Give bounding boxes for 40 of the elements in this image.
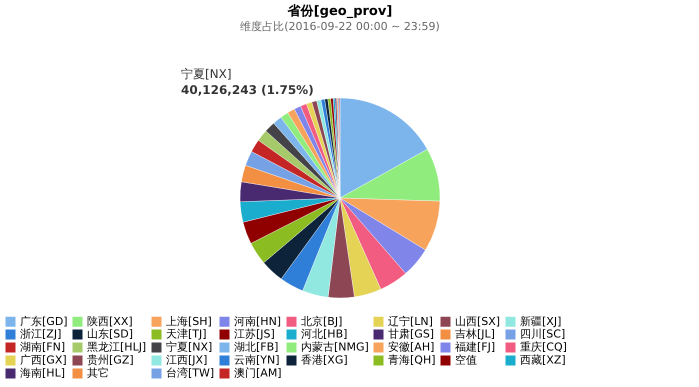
legend-label: 贵州[GZ] — [87, 354, 134, 366]
legend-label: 台湾[TW] — [166, 366, 214, 380]
legend-label: 河北[HB] — [301, 328, 348, 340]
legend-label: 广西[GX] — [20, 354, 67, 366]
legend-label: 黑龙江[HLJ] — [87, 340, 146, 354]
legend-label: 陕西[XX] — [87, 314, 133, 328]
legend-label: 四川[SC] — [520, 328, 566, 340]
chart-title: 省份[geo_prov] — [286, 4, 392, 19]
legend-label: 澳门[AM] — [234, 366, 282, 380]
text: 40,126,243 (1.75%) — [181, 83, 314, 97]
chart-subtitle: 维度占比(2016-09-22 00:00 ~ 23:59) — [240, 20, 440, 33]
legend-label: 青海[QH] — [388, 354, 436, 366]
legend-label: 重庆[CQ] — [520, 340, 567, 354]
legend-label: 内蒙古[NMG] — [301, 340, 369, 354]
legend-label: 湖南[FN] — [20, 340, 66, 354]
legend-label: 其它 — [87, 366, 109, 380]
legend-label: 空值 — [455, 354, 477, 366]
legend-label: 辽宁[LN] — [388, 314, 433, 328]
legend-label: 甘肃[GS] — [388, 328, 434, 340]
legend-label: 上海[SH] — [166, 314, 212, 328]
legend-label: 吉林[JL] — [455, 328, 495, 340]
legend-label: 福建[FJ] — [455, 340, 496, 354]
legend-label: 浙江[ZJ] — [20, 328, 62, 340]
legend-label: 云南[YN] — [234, 354, 280, 366]
legend-label: 河南[HN] — [234, 314, 282, 328]
legend-label: 西藏[XZ] — [520, 354, 566, 366]
text: 宁夏[NX] — [181, 67, 232, 81]
legend-label: 安徽[AH] — [388, 340, 434, 354]
legend-label: 江苏[JS] — [234, 328, 275, 340]
legend-label: 海南[HL] — [20, 366, 65, 380]
legend-label: 江西[JX] — [166, 354, 208, 366]
legend-label: 湖北[FB] — [234, 340, 278, 354]
legend-label: 新疆[XJ] — [520, 314, 562, 328]
legend-label: 香港[XG] — [301, 354, 348, 366]
legend-label: 宁夏[NX] — [166, 340, 212, 354]
legend-label: 广东[GD] — [20, 314, 68, 328]
legend-label: 山西[SX] — [455, 314, 500, 328]
legend-label: 山东[SD] — [87, 328, 134, 340]
legend-label: 天津[TJ] — [166, 328, 207, 340]
legend-label: 北京[BJ] — [301, 314, 342, 328]
